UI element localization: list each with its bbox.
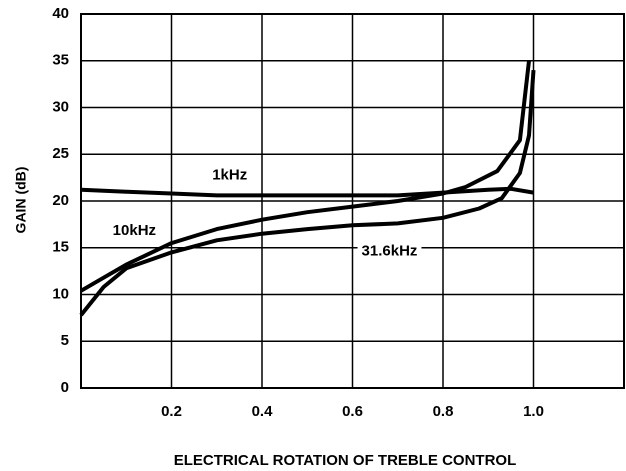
label-background xyxy=(208,165,252,186)
series-line xyxy=(79,69,536,317)
y-tick-label: 25 xyxy=(52,145,69,162)
label-background xyxy=(108,220,161,241)
series-line xyxy=(80,186,534,198)
plot-frame xyxy=(80,13,625,389)
y-axis-title: GAIN (dB) xyxy=(13,167,29,234)
y-tick-label: 20 xyxy=(52,192,69,209)
x-tick-label: 1.0 xyxy=(523,403,544,420)
x-tick-label: 0.8 xyxy=(433,403,454,420)
x-tick-label: 0.6 xyxy=(342,403,363,420)
series-label: 1kHz xyxy=(212,167,247,184)
y-tick-label: 40 xyxy=(52,5,69,22)
y-tick-label: 5 xyxy=(61,332,69,349)
y-tick-label: 15 xyxy=(52,239,69,256)
x-tick-label: 0.2 xyxy=(161,403,182,420)
y-tick-label: 10 xyxy=(52,285,69,302)
x-tick-label: 0.4 xyxy=(252,403,274,420)
y-tick-label: 0 xyxy=(61,379,69,396)
x-axis-title: ELECTRICAL ROTATION OF TREBLE CONTROL xyxy=(174,452,516,469)
y-tick-label: 30 xyxy=(52,98,69,115)
series-label: 10kHz xyxy=(113,222,156,239)
series-label: 31.6kHz xyxy=(362,242,418,259)
y-tick-label: 35 xyxy=(52,52,69,69)
label-background xyxy=(357,241,422,262)
series-line xyxy=(79,60,531,293)
